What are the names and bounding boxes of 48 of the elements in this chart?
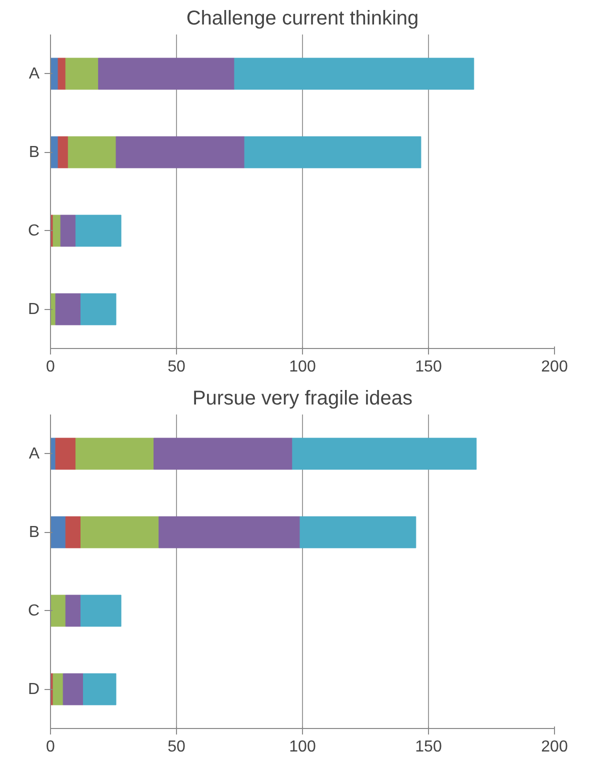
bar <box>52 673 64 706</box>
bar <box>55 293 81 326</box>
y-tick-label: D <box>28 300 40 318</box>
bar <box>75 438 154 470</box>
bar <box>292 438 477 470</box>
x-tick-label: 100 <box>289 738 316 756</box>
bar <box>65 516 81 548</box>
x-tick-label: 0 <box>46 358 56 376</box>
y-tick-label: D <box>28 680 40 698</box>
bar <box>62 673 84 706</box>
bar <box>98 58 235 90</box>
bar <box>244 136 422 168</box>
y-tick-label: A <box>28 65 40 82</box>
bar <box>80 594 122 627</box>
bar <box>52 214 61 247</box>
bar <box>65 594 81 627</box>
chart-title: Pursue very fragile ideas <box>192 388 413 410</box>
bar <box>158 516 300 548</box>
bar <box>50 594 66 627</box>
bar <box>300 516 416 548</box>
bar <box>80 293 116 326</box>
bar <box>75 214 122 247</box>
bar <box>65 58 99 90</box>
y-tick-label: C <box>28 222 40 240</box>
x-tick-label: 50 <box>168 358 186 376</box>
x-tick-label: 50 <box>168 738 186 756</box>
y-tick-label: A <box>28 445 40 462</box>
bar <box>154 438 293 470</box>
bar <box>68 136 116 168</box>
y-tick-label: B <box>28 524 40 541</box>
x-tick-label: 150 <box>415 738 442 756</box>
bar <box>83 673 116 706</box>
bar <box>234 58 474 90</box>
x-tick-label: 200 <box>541 738 568 756</box>
bar <box>80 516 160 548</box>
y-tick-label: C <box>28 602 40 620</box>
bar <box>60 214 76 247</box>
x-tick-label: 0 <box>46 738 56 756</box>
chart-title: Challenge current thinking <box>186 8 419 30</box>
bar <box>58 136 68 168</box>
bar <box>116 136 245 168</box>
bar <box>55 438 76 470</box>
x-tick-label: 200 <box>541 358 568 376</box>
bar <box>58 58 66 90</box>
x-tick-label: 150 <box>415 358 442 376</box>
y-tick-label: B <box>28 144 40 161</box>
bar <box>50 516 66 548</box>
x-tick-label: 100 <box>289 358 316 376</box>
